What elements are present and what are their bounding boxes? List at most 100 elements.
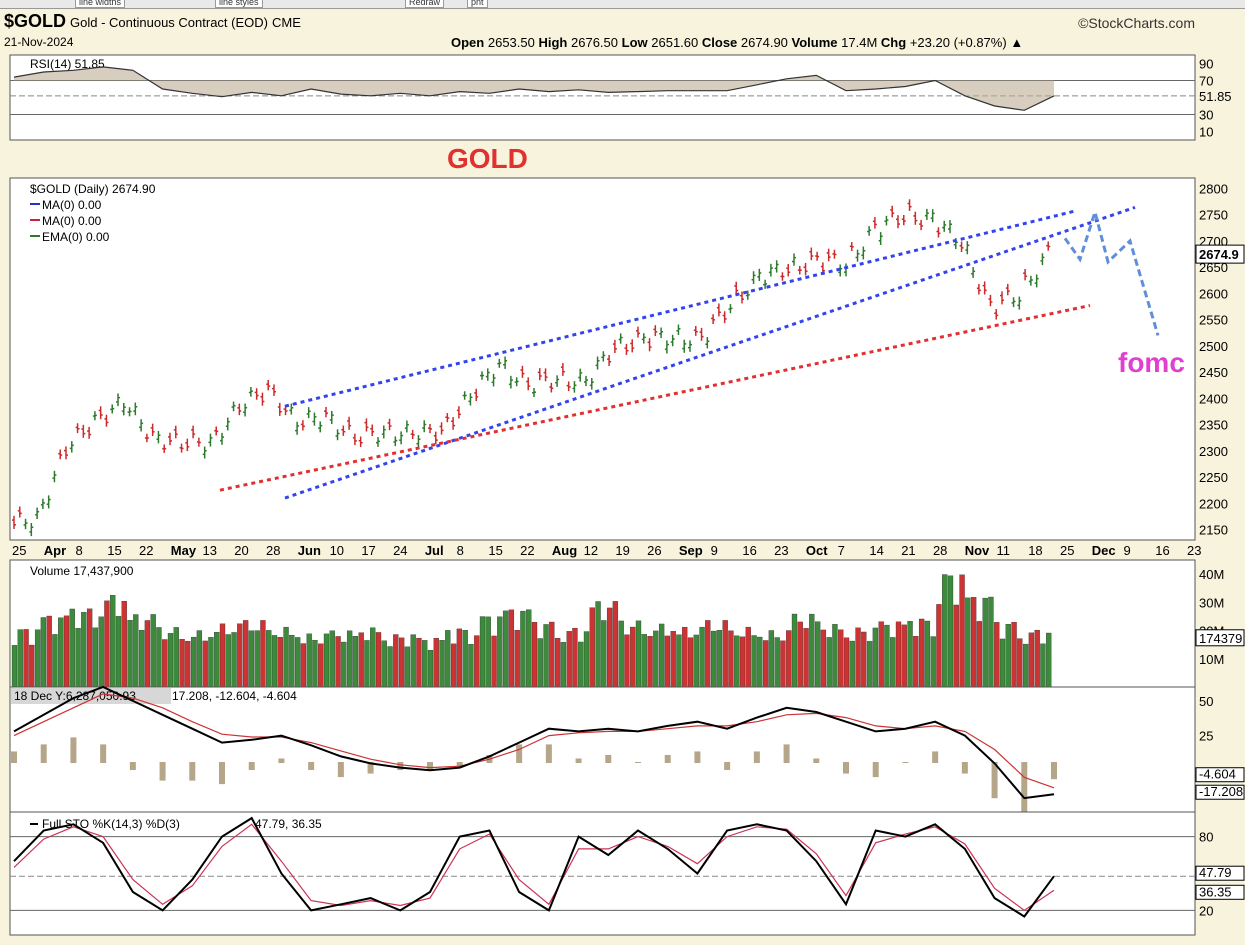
volume-bar: [1028, 632, 1035, 688]
volume-bar: [242, 620, 249, 688]
x-axis-label: Nov: [965, 543, 990, 558]
x-axis-label: 22: [139, 543, 153, 558]
volume-bar: [826, 637, 832, 688]
volume-bar: [757, 636, 763, 688]
macd-histogram-bar: [100, 744, 107, 763]
volume-bar: [687, 637, 694, 688]
volume-bar: [647, 636, 653, 688]
brand-link[interactable]: ©StockCharts.com: [1078, 15, 1195, 31]
macd-histogram-bar: [872, 762, 879, 778]
macd-histogram-bar: [545, 744, 552, 763]
volume-label: Volume: [791, 35, 838, 50]
sto-values: 47.79, 36.35: [255, 817, 322, 831]
volume-bar: [508, 609, 515, 688]
volume-bar: [185, 641, 191, 688]
x-axis-label: 17: [361, 543, 375, 558]
x-axis-label: 23: [774, 543, 788, 558]
rsi-tick-label: 90: [1199, 57, 1213, 72]
volume-bar: [745, 626, 751, 688]
high-value: 2676.50: [571, 35, 618, 50]
volume-bar: [866, 641, 873, 688]
volume-bar: [352, 636, 359, 688]
volume-bar: [225, 634, 231, 688]
volume-bar: [890, 637, 896, 688]
macd-histogram-bar: [635, 762, 641, 763]
volume-bar: [670, 630, 676, 688]
volume-bar: [375, 632, 382, 688]
toolbar-tab[interactable]: pnt: [467, 0, 488, 8]
collapse-icon[interactable]: ▲: [1010, 35, 1024, 50]
volume-bar: [751, 635, 757, 688]
volume-bar: [514, 630, 520, 688]
rsi-overbought-fill: [14, 66, 1054, 111]
volume-bar: [658, 623, 665, 688]
macd-last-label: -4.604: [1199, 767, 1236, 782]
volume-bar: [1022, 643, 1029, 688]
volume-bar: [277, 636, 283, 688]
volume-bar: [895, 621, 902, 688]
volume-bar: [572, 627, 578, 688]
volume-bar: [289, 634, 295, 688]
price-tick-label: 2550: [1199, 313, 1228, 328]
volume-bar: [526, 609, 532, 688]
macd-histogram-bar: [1021, 762, 1028, 816]
volume-bar: [780, 640, 786, 688]
sto-k-line: [13, 816, 1055, 918]
volume-bar: [970, 597, 977, 688]
sto-tick-label: 36.35: [1199, 884, 1232, 899]
macd-histogram-bar: [813, 758, 820, 763]
volume-bar: [531, 621, 538, 688]
volume-bar: [231, 632, 237, 688]
volume-bar: [46, 615, 52, 688]
sto-last-box: [1195, 884, 1245, 900]
volume-bar: [133, 614, 139, 688]
macd-histogram-bar: [1051, 762, 1057, 780]
rsi-tick-label: 10: [1199, 125, 1213, 140]
sto-tick-label: 80: [1199, 830, 1213, 845]
toolbar-tab[interactable]: line widths: [75, 0, 126, 8]
macd-histogram-bar: [843, 762, 849, 774]
volume-bar: [110, 595, 116, 688]
volume-bar: [462, 630, 468, 688]
volume-bar: [520, 610, 526, 688]
price-panel: [9, 177, 1196, 541]
macd-last-box: [1195, 784, 1245, 800]
x-axis-label: 15: [488, 543, 502, 558]
toolbar-tab[interactable]: Redraw: [405, 0, 445, 8]
volume-bar: [237, 623, 243, 688]
macd-panel: [9, 686, 1196, 813]
volume-bar: [219, 623, 226, 688]
macd-histogram-bar: [308, 762, 315, 771]
macd-tick-label: 25: [1199, 729, 1213, 744]
x-axis-label: Apr: [44, 543, 66, 558]
x-axis-label: 7: [838, 543, 845, 558]
sto-tick-label: 20: [1199, 903, 1213, 918]
x-axis-label: 25: [1060, 543, 1074, 558]
x-axis-label: 21: [901, 543, 915, 558]
volume-bar: [445, 630, 451, 688]
x-axis-label: 19: [615, 543, 629, 558]
toolbar-tab[interactable]: line styles: [215, 0, 263, 8]
volume-title: Volume 17,437,900: [30, 564, 134, 578]
x-axis-label: Oct: [806, 543, 828, 558]
volume-bar: [422, 640, 428, 688]
volume-bar: [52, 634, 58, 688]
x-axis-label: 14: [869, 543, 883, 558]
macd-histogram-bar: [753, 751, 760, 763]
x-axis-label: Dec: [1092, 543, 1116, 558]
volume-bar: [543, 624, 549, 688]
price-tick-label: 2650: [1199, 260, 1228, 275]
macd-histogram-bar: [516, 744, 523, 763]
projection-path: [1063, 206, 1160, 336]
volume-last-box: [1195, 629, 1245, 647]
macd-histogram-bar: [159, 762, 166, 781]
volume-bar: [439, 640, 445, 688]
volume-bar: [318, 643, 324, 688]
volume-bar: [953, 604, 959, 688]
volume-bar: [988, 596, 994, 688]
volume-bar: [173, 627, 179, 688]
x-axis-label: Aug: [552, 543, 577, 558]
x-axis-label: May: [171, 543, 197, 558]
macd-histogram-bar: [278, 758, 285, 763]
